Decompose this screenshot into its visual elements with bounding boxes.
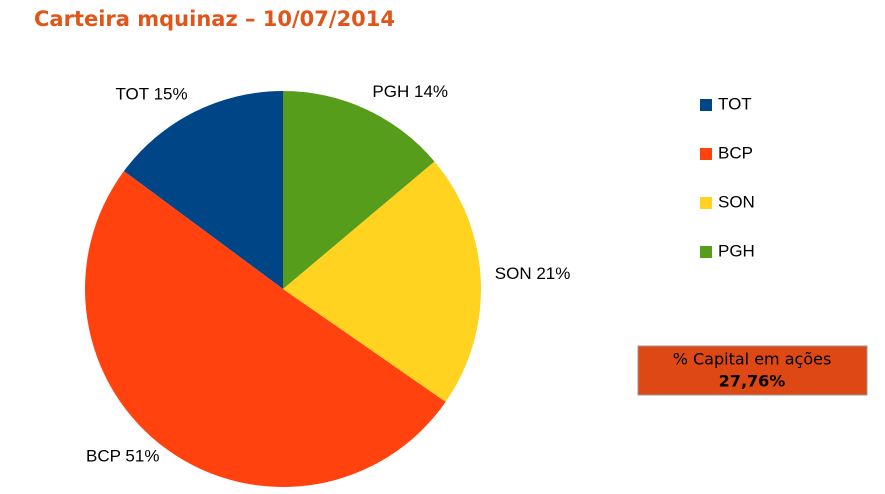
label-category: BCP xyxy=(86,447,121,466)
data-label: PGH 14% xyxy=(372,82,448,101)
label-category: TOT xyxy=(115,85,148,104)
legend-label: PGH xyxy=(718,241,755,260)
legend-swatch xyxy=(700,148,712,160)
label-category: PGH xyxy=(372,82,409,101)
pie-slice xyxy=(85,171,446,487)
annotation-box xyxy=(637,345,868,396)
label-value: 14% xyxy=(414,82,448,101)
data-label: TOT 15% xyxy=(115,85,187,104)
label-value: 51% xyxy=(125,447,159,466)
legend-swatch xyxy=(700,99,712,111)
data-label: BCP 51% xyxy=(86,447,159,466)
label-category: SON xyxy=(495,265,532,284)
annotation-value: 27,76% xyxy=(719,372,786,391)
annotation-label: % Capital em ações xyxy=(673,350,832,369)
legend-label: SON xyxy=(718,192,755,211)
chart-title: Carteira mquinaz – 10/07/2014 xyxy=(34,7,395,31)
legend-label: TOT xyxy=(718,94,752,113)
data-label: SON 21% xyxy=(495,265,571,284)
legend-swatch xyxy=(700,197,712,209)
label-value: 21% xyxy=(536,265,570,284)
pie-slice xyxy=(283,91,435,289)
pie-slice xyxy=(123,91,284,289)
label-value: 15% xyxy=(154,85,188,104)
legend-swatch xyxy=(700,246,712,258)
pie-slice xyxy=(283,161,482,402)
legend-label: BCP xyxy=(718,143,753,162)
